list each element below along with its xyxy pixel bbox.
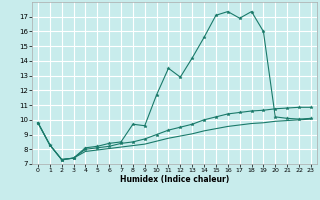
- X-axis label: Humidex (Indice chaleur): Humidex (Indice chaleur): [120, 175, 229, 184]
